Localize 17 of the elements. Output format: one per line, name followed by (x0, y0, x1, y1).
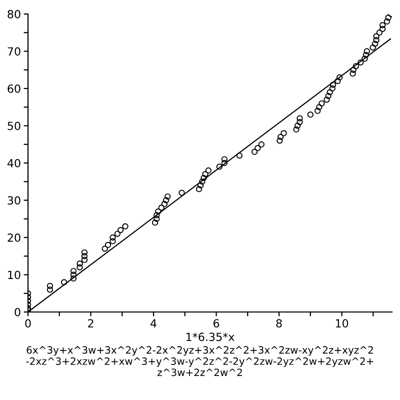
x-tick-label: 10 (336, 319, 348, 328)
y-tick-label: 60 (8, 84, 20, 93)
x-tick-label: 4 (150, 319, 156, 328)
text: 6x^3y+x^3w+3x^2y^2-2x^2yz+3x^2z^2+3x^2zw-xy^2z+xyz^2 -2xz^3+2xzw^2+xw^3+y^3w-y^2z^2-2y^2zw-2yz^2w+2yzw^2+ z^3w+2z^2w^2 (26, 346, 374, 376)
y-tick-label: 80 (8, 10, 20, 18)
y-tick-label: 70 (8, 47, 20, 56)
y-tick-label: 10 (8, 270, 20, 280)
x-tick-label: 8 (276, 319, 282, 328)
y-tick-label: 40 (7, 158, 20, 168)
x-tick-label: 0 (25, 319, 31, 328)
x-tick-label: 2 (88, 319, 94, 328)
y-tick-label: 20 (8, 233, 20, 242)
x-axis-title: 1*6.35*x (186, 332, 234, 342)
y-tick-label: 50 (8, 122, 20, 130)
x-tick-label: 6 (214, 319, 220, 328)
y-tick-label: 30 (8, 196, 20, 205)
y-tick-label: 0 (14, 308, 20, 316)
